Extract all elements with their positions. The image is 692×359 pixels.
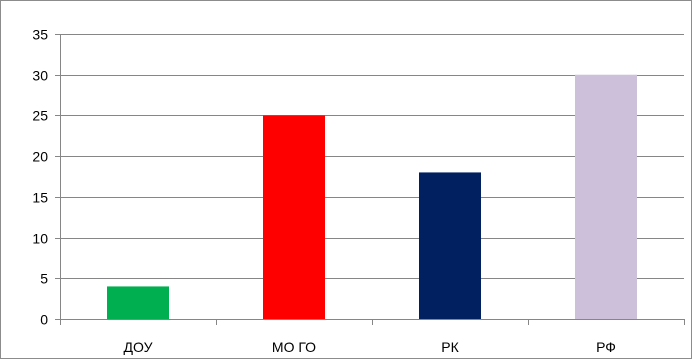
x-tick-label: РК (441, 339, 459, 355)
y-tick-label: 20 (32, 149, 48, 165)
x-tick-label: РФ (596, 339, 616, 355)
y-tick-label: 5 (40, 271, 48, 287)
y-tick-label: 35 (32, 27, 48, 43)
bars (107, 74, 637, 319)
y-tick-label: 0 (40, 312, 48, 328)
y-tick-label: 25 (32, 108, 48, 124)
x-tick-label: ДОУ (124, 339, 153, 355)
y-tick-label: 15 (32, 190, 48, 206)
x-tick-labels: ДОУ МО ГО РК РФ (124, 339, 616, 355)
y-tick-labels: 0 5 10 15 20 25 30 35 (32, 27, 48, 328)
bar-4 (575, 74, 637, 319)
axes (55, 34, 685, 325)
bar-2 (263, 115, 325, 319)
bar-1 (107, 286, 169, 319)
gridlines (60, 34, 684, 279)
y-tick-label: 10 (32, 231, 48, 247)
y-tick-label: 30 (32, 68, 48, 84)
bar-3 (419, 172, 481, 319)
x-tick-label: МО ГО (272, 339, 316, 355)
